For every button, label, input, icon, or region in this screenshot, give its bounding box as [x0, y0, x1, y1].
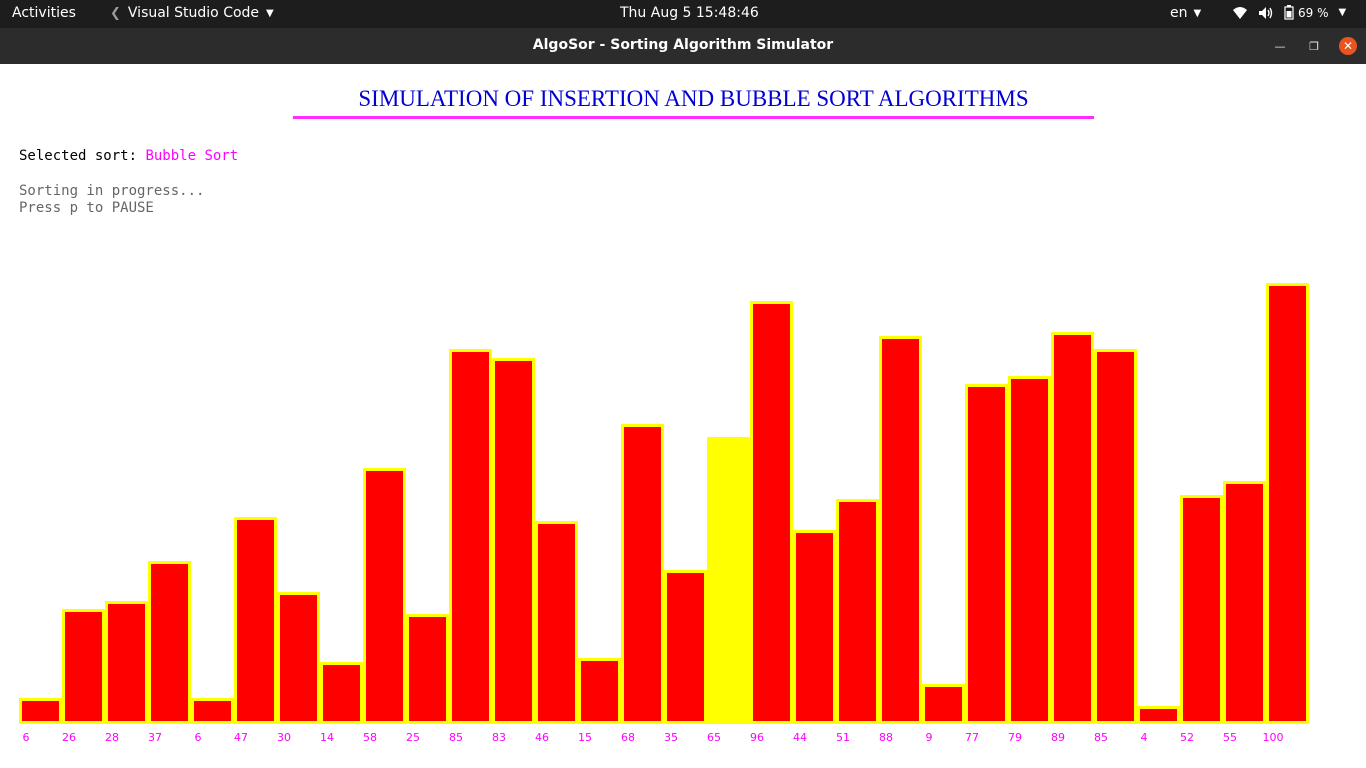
minimize-icon: —	[1274, 39, 1286, 53]
array-bar	[62, 609, 105, 724]
array-bar	[1094, 349, 1137, 724]
array-bar	[1223, 481, 1266, 724]
bar-value-label: 89	[1051, 731, 1065, 744]
bar-value-label: 88	[879, 731, 893, 744]
array-bar	[965, 384, 1008, 724]
array-bar	[621, 424, 664, 724]
selected-sort-label: Selected sort:	[19, 148, 146, 164]
bar-value-label: 46	[535, 731, 549, 744]
language-menu[interactable]: en ▼	[1170, 5, 1201, 21]
page-title: SIMULATION OF INSERTION AND BUBBLE SORT …	[358, 86, 1029, 111]
array-bar	[1180, 495, 1223, 724]
array-bar	[148, 561, 191, 724]
array-bar	[363, 468, 406, 724]
array-bar	[535, 521, 578, 724]
bar-value-label: 14	[320, 731, 334, 744]
system-top-bar: Activities ❮ Visual Studio Code ▼ Thu Au…	[0, 0, 1366, 28]
app-menu-label: Visual Studio Code	[127, 5, 260, 21]
array-bar	[578, 658, 621, 724]
wifi-icon	[1232, 6, 1248, 20]
bar-value-label: 44	[793, 731, 807, 744]
maximize-icon: ❐	[1309, 39, 1319, 53]
array-bar	[406, 614, 449, 724]
app-menu[interactable]: ❮ Visual Studio Code ▼	[110, 5, 274, 21]
bar-value-label: 47	[234, 731, 248, 744]
bar-value-label: 55	[1223, 731, 1237, 744]
bar-value-label: 4	[1140, 731, 1148, 744]
status-pause-hint: Press p to PAUSE	[19, 200, 154, 216]
bar-value-label: 85	[1094, 731, 1108, 744]
bar-value-label: 26	[62, 731, 76, 744]
bar-value-label: 51	[836, 731, 850, 744]
array-bar	[836, 499, 879, 724]
bar-value-label: 68	[621, 731, 635, 744]
activities-button[interactable]: Activities	[12, 5, 76, 21]
volume-icon	[1258, 6, 1274, 20]
minimize-button[interactable]: —	[1271, 37, 1289, 55]
array-bar	[320, 662, 363, 724]
array-bar	[1266, 283, 1309, 724]
bar-value-label: 77	[965, 731, 979, 744]
window-title-bar[interactable]: AlgoSor - Sorting Algorithm Simulator — …	[0, 28, 1366, 64]
maximize-button[interactable]: ❐	[1305, 37, 1323, 55]
bar-value-label: 15	[578, 731, 592, 744]
bar-value-label: 28	[105, 731, 119, 744]
bar-value-label: 35	[664, 731, 678, 744]
chevron-down-icon: ▼	[266, 7, 274, 19]
status-progress: Sorting in progress...	[19, 183, 205, 199]
bar-value-label: 96	[750, 731, 764, 744]
bar-value-label: 65	[707, 731, 721, 744]
array-bar	[1137, 706, 1180, 724]
array-bar	[664, 570, 707, 724]
language-label: en	[1170, 5, 1188, 21]
chevron-down-icon: ▼	[1338, 7, 1347, 18]
array-bar	[492, 358, 535, 724]
array-bar	[1008, 376, 1051, 724]
bar-value-label: 30	[277, 731, 291, 744]
title-underline	[293, 116, 1094, 119]
array-bar	[191, 698, 234, 724]
array-bar	[750, 301, 793, 724]
chevron-down-icon: ▼	[1193, 7, 1202, 19]
array-bar	[707, 437, 750, 724]
bar-value-label: 100	[1262, 731, 1284, 744]
bar-value-label: 79	[1008, 731, 1022, 744]
bar-value-label: 58	[363, 731, 377, 744]
bar-value-label: 83	[492, 731, 506, 744]
bar-value-label: 6	[22, 731, 30, 744]
selected-sort: Selected sort: Bubble Sort	[19, 148, 238, 164]
status-text: Sorting in progress... Press p to PAUSE	[19, 183, 204, 217]
array-bar	[1051, 332, 1094, 724]
array-bar	[449, 349, 492, 724]
array-bar	[19, 698, 62, 724]
array-bar	[105, 601, 148, 724]
bar-value-label: 25	[406, 731, 420, 744]
clock[interactable]: Thu Aug 5 15:48:46	[620, 5, 759, 21]
bar-value-label: 37	[148, 731, 162, 744]
bar-value-label: 9	[925, 731, 933, 744]
array-bar	[922, 684, 965, 724]
array-bar	[879, 336, 922, 724]
bar-value-label: 6	[194, 731, 202, 744]
battery-percent: 69 %	[1298, 5, 1329, 20]
bar-value-label: 85	[449, 731, 463, 744]
bar-value-label: 52	[1180, 731, 1194, 744]
array-bar	[277, 592, 320, 724]
close-icon: ✕	[1342, 39, 1354, 53]
selected-sort-value: Bubble Sort	[145, 148, 239, 164]
array-bar	[234, 517, 277, 724]
array-bar	[793, 530, 836, 724]
vscode-icon: ❮	[110, 5, 121, 21]
close-button[interactable]: ✕	[1339, 37, 1357, 55]
battery-icon	[1284, 5, 1294, 20]
battery-indicator: 69 %	[1284, 5, 1329, 20]
window-title: AlgoSor - Sorting Algorithm Simulator	[532, 37, 834, 53]
system-tray[interactable]: 69 % ▼	[1232, 5, 1346, 20]
